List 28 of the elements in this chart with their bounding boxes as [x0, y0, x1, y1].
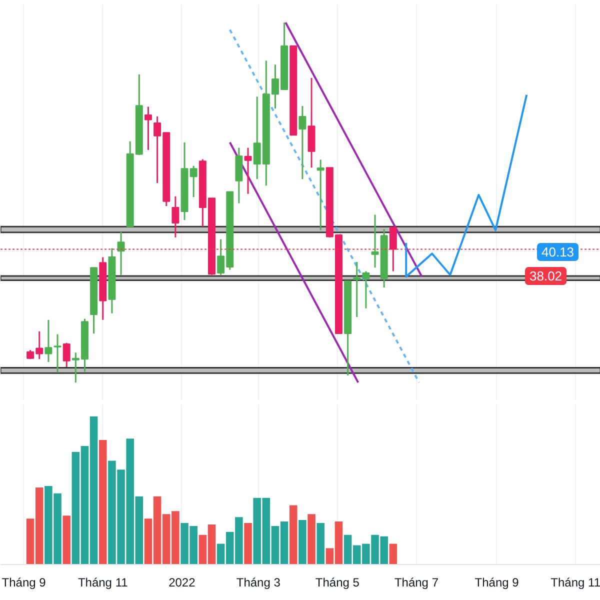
- candlestick: [62, 342, 70, 368]
- bar: [62, 516, 70, 564]
- bar: [244, 523, 252, 564]
- bar: [289, 505, 298, 564]
- bar: [98, 440, 107, 564]
- x-tick-label: Tháng 9: [2, 576, 46, 590]
- x-tick-label: Tháng 11: [78, 576, 128, 590]
- candlestick: [316, 158, 324, 231]
- candlestick: [389, 226, 397, 272]
- candlestick: [117, 231, 125, 276]
- candlestick: [44, 319, 52, 363]
- candlestick: [172, 196, 180, 238]
- candlestick: [298, 105, 306, 180]
- annotation: 38.02: [530, 268, 562, 284]
- bar: [316, 523, 324, 564]
- bar: [308, 514, 316, 564]
- x-tick-label: Tháng 7: [394, 576, 439, 590]
- candlestick: [244, 147, 252, 195]
- bar: [389, 544, 398, 564]
- x-tick-label: Tháng 9: [474, 576, 520, 590]
- x-tick-label: Tháng 3: [236, 576, 281, 590]
- candlestick: [54, 334, 62, 374]
- x-tick-label: Tháng 11: [550, 576, 600, 590]
- candlestick: [144, 106, 152, 151]
- annotation: 40.13: [542, 244, 574, 260]
- x-tick-label: 2022: [168, 576, 196, 590]
- x-tick-label: Tháng 5: [315, 576, 360, 590]
- bar: [298, 520, 306, 564]
